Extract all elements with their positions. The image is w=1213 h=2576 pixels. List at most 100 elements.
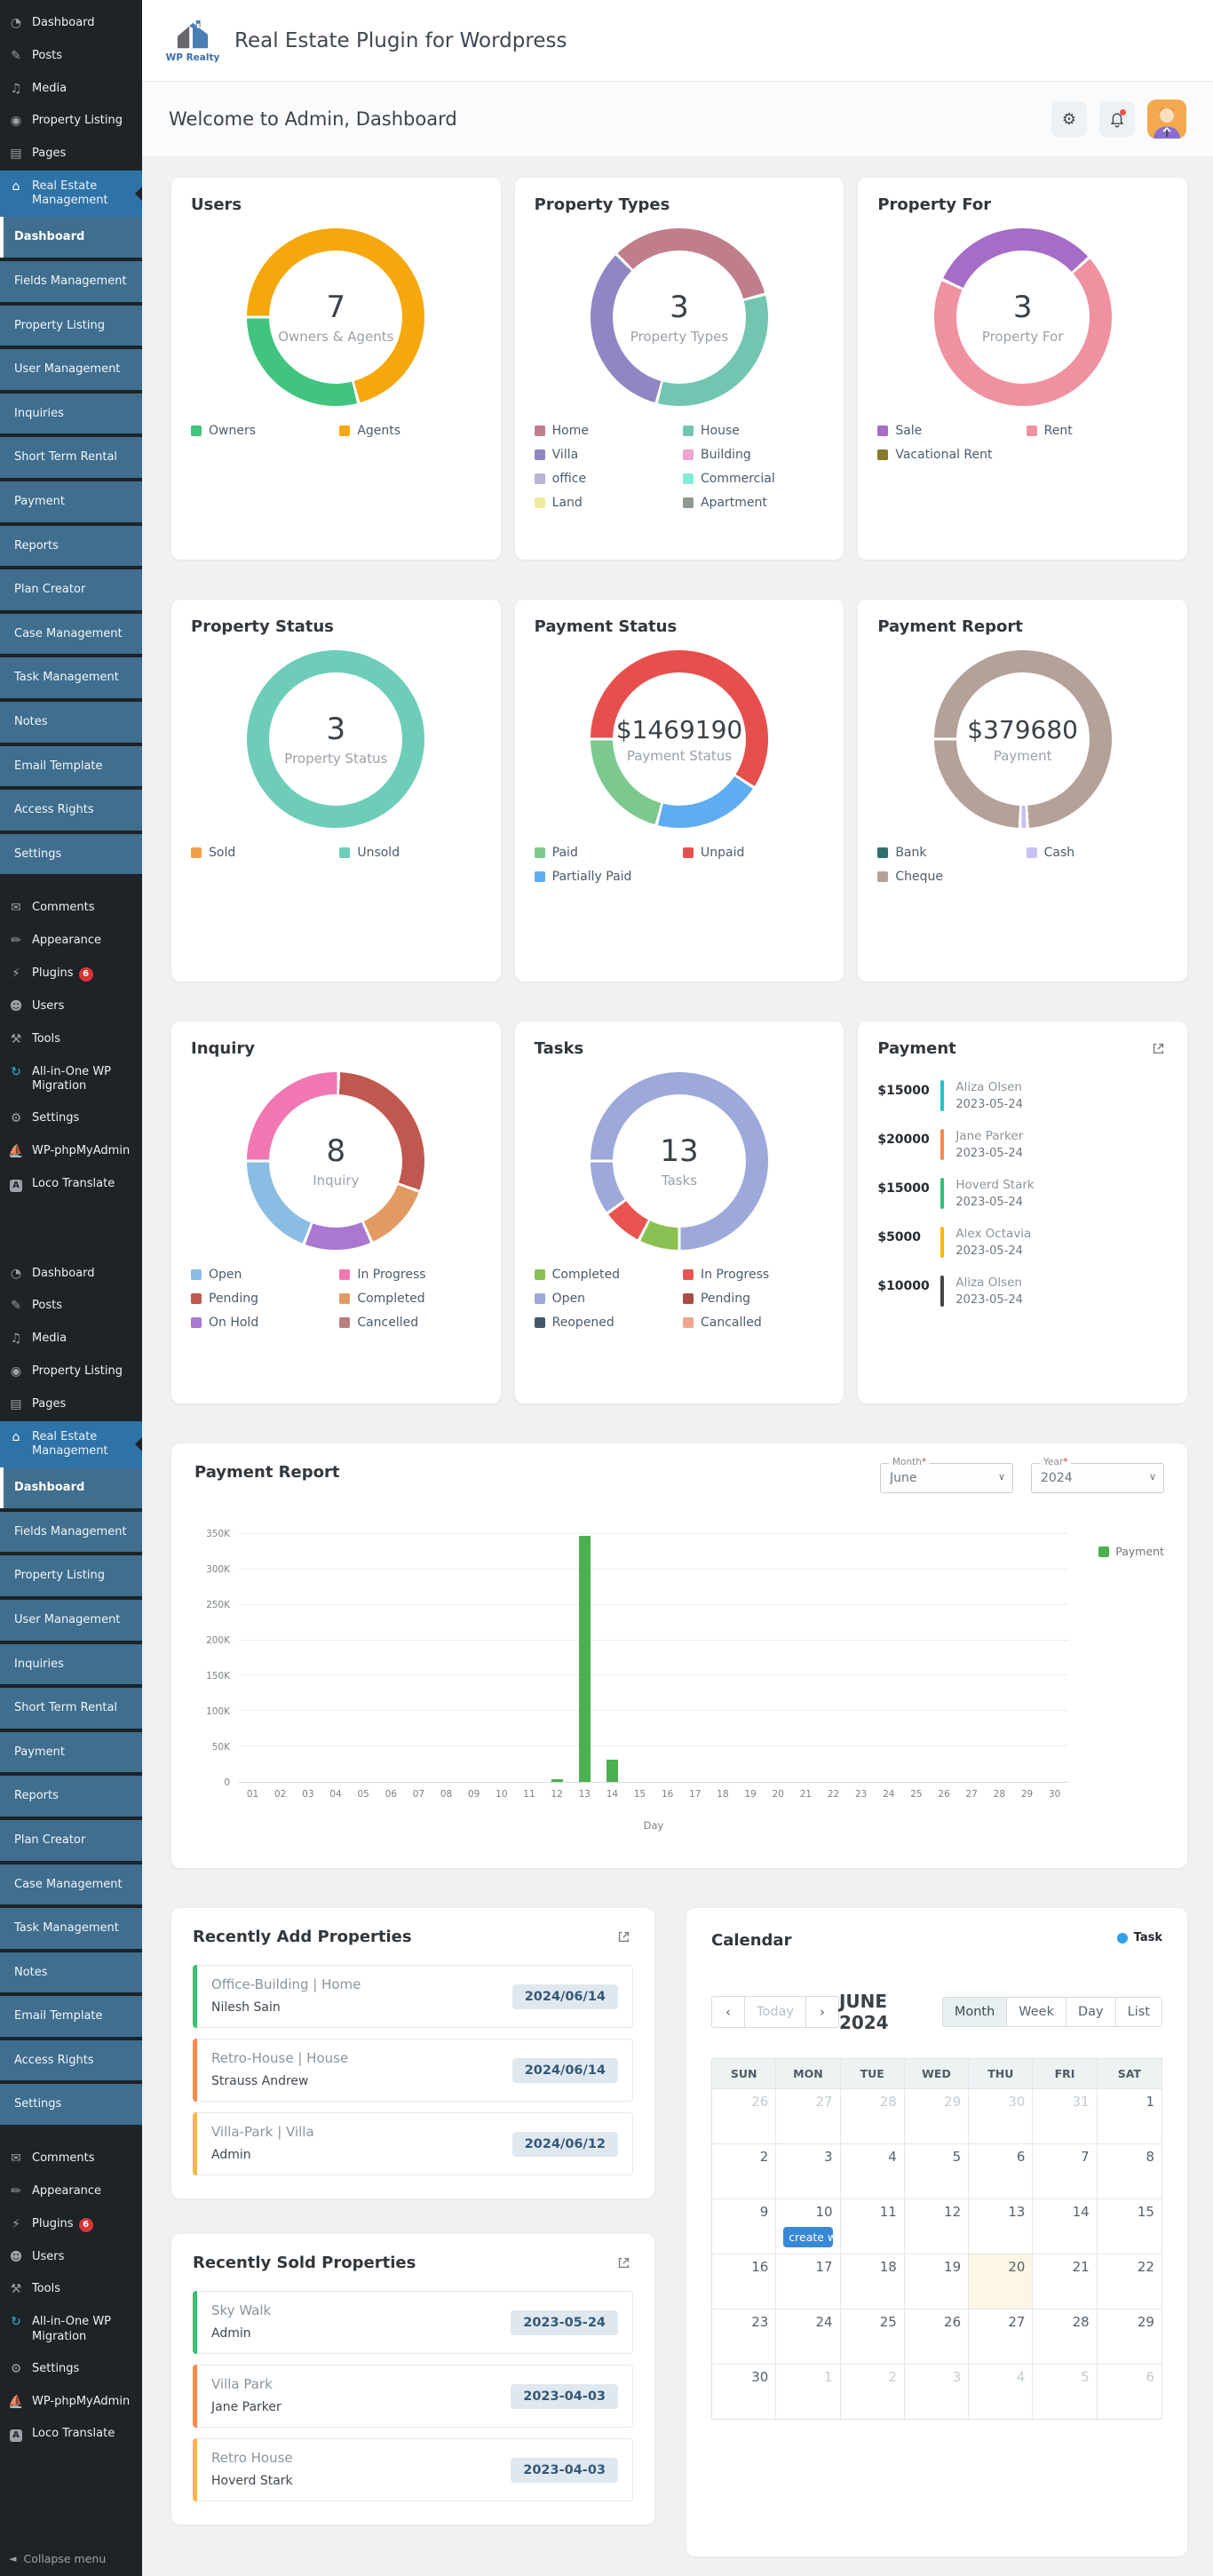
calendar-day-cell[interactable]: 3	[904, 2364, 970, 2419]
calendar-day-cell[interactable]: 22	[1097, 2254, 1161, 2309]
open-card-button[interactable]	[821, 617, 824, 621]
open-recently-added-button[interactable]	[614, 1928, 633, 1949]
calendar-day-cell[interactable]: 1	[776, 2364, 841, 2419]
submenu-item-access-rights[interactable]: Access Rights	[0, 2039, 142, 2081]
calendar-day-cell[interactable]: 6	[969, 2143, 1034, 2198]
sidebar-item-real-estate-management[interactable]: ⌂ Real Estate Management	[0, 170, 142, 218]
submenu-item-user-management[interactable]: User Management	[0, 1599, 142, 1641]
submenu-item-payment[interactable]: Payment	[0, 1731, 142, 1773]
collapse-menu-button[interactable]: ◄ Collapse menu	[0, 2541, 142, 2576]
open-payment-button[interactable]	[1149, 1039, 1168, 1061]
calendar-day-cell[interactable]: 12	[904, 2198, 970, 2254]
calendar-day-cell[interactable]: 27	[969, 2309, 1034, 2364]
calendar-day-cell[interactable]: 26	[712, 2088, 777, 2143]
calendar-day-cell[interactable]: 2	[712, 2143, 777, 2198]
submenu-item-email-template[interactable]: Email Template	[0, 745, 142, 787]
calendar-day-cell[interactable]: 4	[840, 2143, 905, 2198]
submenu-item-settings[interactable]: Settings	[0, 2084, 142, 2126]
sidebar-item-dashboard[interactable]: ◔ Dashboard	[0, 7, 142, 40]
sidebar-item-comments[interactable]: ✉ Comments	[0, 2143, 142, 2175]
submenu-item-fields-management[interactable]: Fields Management	[0, 1511, 142, 1553]
prev-month-button[interactable]: ‹	[711, 1996, 745, 2028]
open-card-button[interactable]	[821, 195, 824, 199]
open-card-button[interactable]	[478, 617, 481, 621]
sidebar-item-dashboard[interactable]: ◔ Dashboard	[0, 1258, 142, 1291]
calendar-day-cell[interactable]: 21	[1033, 2254, 1098, 2309]
calendar-day-cell[interactable]: 5	[1033, 2364, 1098, 2419]
sidebar-item-settings[interactable]: ⚙ Settings	[0, 1102, 142, 1135]
sidebar-item-tools[interactable]: ⚒ Tools	[0, 1023, 142, 1056]
sidebar-item-real-estate-management[interactable]: ⌂ Real Estate Management	[0, 1420, 142, 1468]
calendar-day-cell[interactable]: 19	[904, 2254, 970, 2309]
sidebar-item-posts[interactable]: ✎ Posts	[0, 40, 142, 73]
calendar-day-cell[interactable]: 15	[1097, 2198, 1161, 2254]
calendar-day-cell[interactable]: 30	[969, 2088, 1034, 2143]
sidebar-item-settings[interactable]: ⚙ Settings	[0, 2353, 142, 2386]
submenu-item-short-term-rental[interactable]: Short Term Rental	[0, 1688, 142, 1729]
calendar-day-cell[interactable]: 24	[776, 2309, 841, 2364]
calendar-day-cell[interactable]: 3	[776, 2143, 841, 2198]
submenu-item-inquiries[interactable]: Inquiries	[0, 393, 142, 434]
sidebar-item-pages[interactable]: ▤ Pages	[0, 138, 142, 171]
next-month-button[interactable]: ›	[805, 1996, 839, 2028]
calendar-day-cell[interactable]: 13	[969, 2198, 1034, 2254]
calendar-day-cell[interactable]: 25	[840, 2309, 905, 2364]
sidebar-item-wp-phpmyadmin[interactable]: ⛵ WP-phpMyAdmin	[0, 2386, 142, 2419]
submenu-item-dashboard[interactable]: Dashboard	[0, 217, 142, 258]
submenu-item-notes[interactable]: Notes	[0, 1952, 142, 1993]
calendar-day-cell[interactable]: 10 create w	[776, 2198, 841, 2254]
submenu-item-short-term-rental[interactable]: Short Term Rental	[0, 437, 142, 479]
calendar-day-cell[interactable]: 7	[1033, 2143, 1098, 2198]
submenu-item-payment[interactable]: Payment	[0, 481, 142, 522]
submenu-item-reports[interactable]: Reports	[0, 525, 142, 567]
calendar-day-cell[interactable]: 23	[712, 2309, 777, 2364]
sidebar-item-property-listing[interactable]: ◉ Property Listing	[0, 1356, 142, 1388]
submenu-item-property-listing[interactable]: Property Listing	[0, 305, 142, 346]
calendar-day-cell[interactable]: 6	[1097, 2364, 1161, 2419]
submenu-item-fields-management[interactable]: Fields Management	[0, 261, 142, 302]
submenu-item-access-rights[interactable]: Access Rights	[0, 790, 142, 831]
sidebar-item-appearance[interactable]: ✏ Appearance	[0, 2175, 142, 2208]
calendar-day-cell[interactable]: 28	[1033, 2309, 1098, 2364]
sidebar-item-users[interactable]: ☻ Users	[0, 2241, 142, 2274]
submenu-item-case-management[interactable]: Case Management	[0, 613, 142, 655]
calendar-day-cell[interactable]: 27	[776, 2088, 841, 2143]
submenu-item-reports[interactable]: Reports	[0, 1776, 142, 1817]
calendar-day-cell[interactable]: 1	[1097, 2088, 1161, 2143]
calendar-day-cell[interactable]: 30	[712, 2364, 777, 2419]
today-button[interactable]: Today	[744, 1996, 806, 2028]
submenu-item-notes[interactable]: Notes	[0, 702, 142, 743]
sidebar-item-users[interactable]: ☻ Users	[0, 990, 142, 1023]
sidebar-item-media[interactable]: ♫ Media	[0, 73, 142, 106]
notifications-button[interactable]	[1099, 101, 1135, 137]
calendar-day-cell[interactable]: 28	[840, 2088, 905, 2143]
calendar-day-cell[interactable]: 31	[1033, 2088, 1098, 2143]
calendar-day-cell[interactable]: 5	[904, 2143, 970, 2198]
calendar-day-cell[interactable]: 29	[1097, 2309, 1161, 2364]
submenu-item-email-template[interactable]: Email Template	[0, 1996, 142, 2037]
sidebar-item-pages[interactable]: ▤ Pages	[0, 1388, 142, 1421]
sidebar-item-comments[interactable]: ✉ Comments	[0, 892, 142, 925]
open-card-button[interactable]	[478, 1039, 481, 1043]
submenu-item-plan-creator[interactable]: Plan Creator	[0, 569, 142, 610]
sidebar-item-appearance[interactable]: ✏ Appearance	[0, 925, 142, 958]
calendar-day-cell[interactable]: 9	[712, 2198, 777, 2254]
sidebar-item-loco-translate[interactable]: A Loco Translate	[0, 2418, 142, 2451]
calendar-day-cell[interactable]: 2	[840, 2364, 905, 2419]
submenu-item-settings[interactable]: Settings	[0, 833, 142, 875]
submenu-item-task-management[interactable]: Task Management	[0, 657, 142, 699]
calendar-day-cell[interactable]: 4	[969, 2364, 1034, 2419]
settings-gear-button[interactable]: ⚙	[1051, 101, 1087, 137]
calendar-day-cell[interactable]: 8	[1097, 2143, 1161, 2198]
sidebar-item-plugins[interactable]: ⚡ Plugins 6	[0, 2208, 142, 2241]
sidebar-item-wp-phpmyadmin[interactable]: ⛵ WP-phpMyAdmin	[0, 1135, 142, 1168]
open-recently-sold-button[interactable]	[614, 2254, 633, 2275]
year-select[interactable]: 2024	[1031, 1463, 1164, 1493]
view-button-list[interactable]: List	[1114, 1997, 1162, 2027]
view-button-day[interactable]: Day	[1066, 1997, 1116, 2027]
open-card-button[interactable]	[1164, 195, 1168, 199]
submenu-item-task-management[interactable]: Task Management	[0, 1908, 142, 1949]
submenu-item-inquiries[interactable]: Inquiries	[0, 1643, 142, 1685]
calendar-day-cell[interactable]: 29	[904, 2088, 970, 2143]
user-avatar[interactable]	[1147, 99, 1186, 139]
